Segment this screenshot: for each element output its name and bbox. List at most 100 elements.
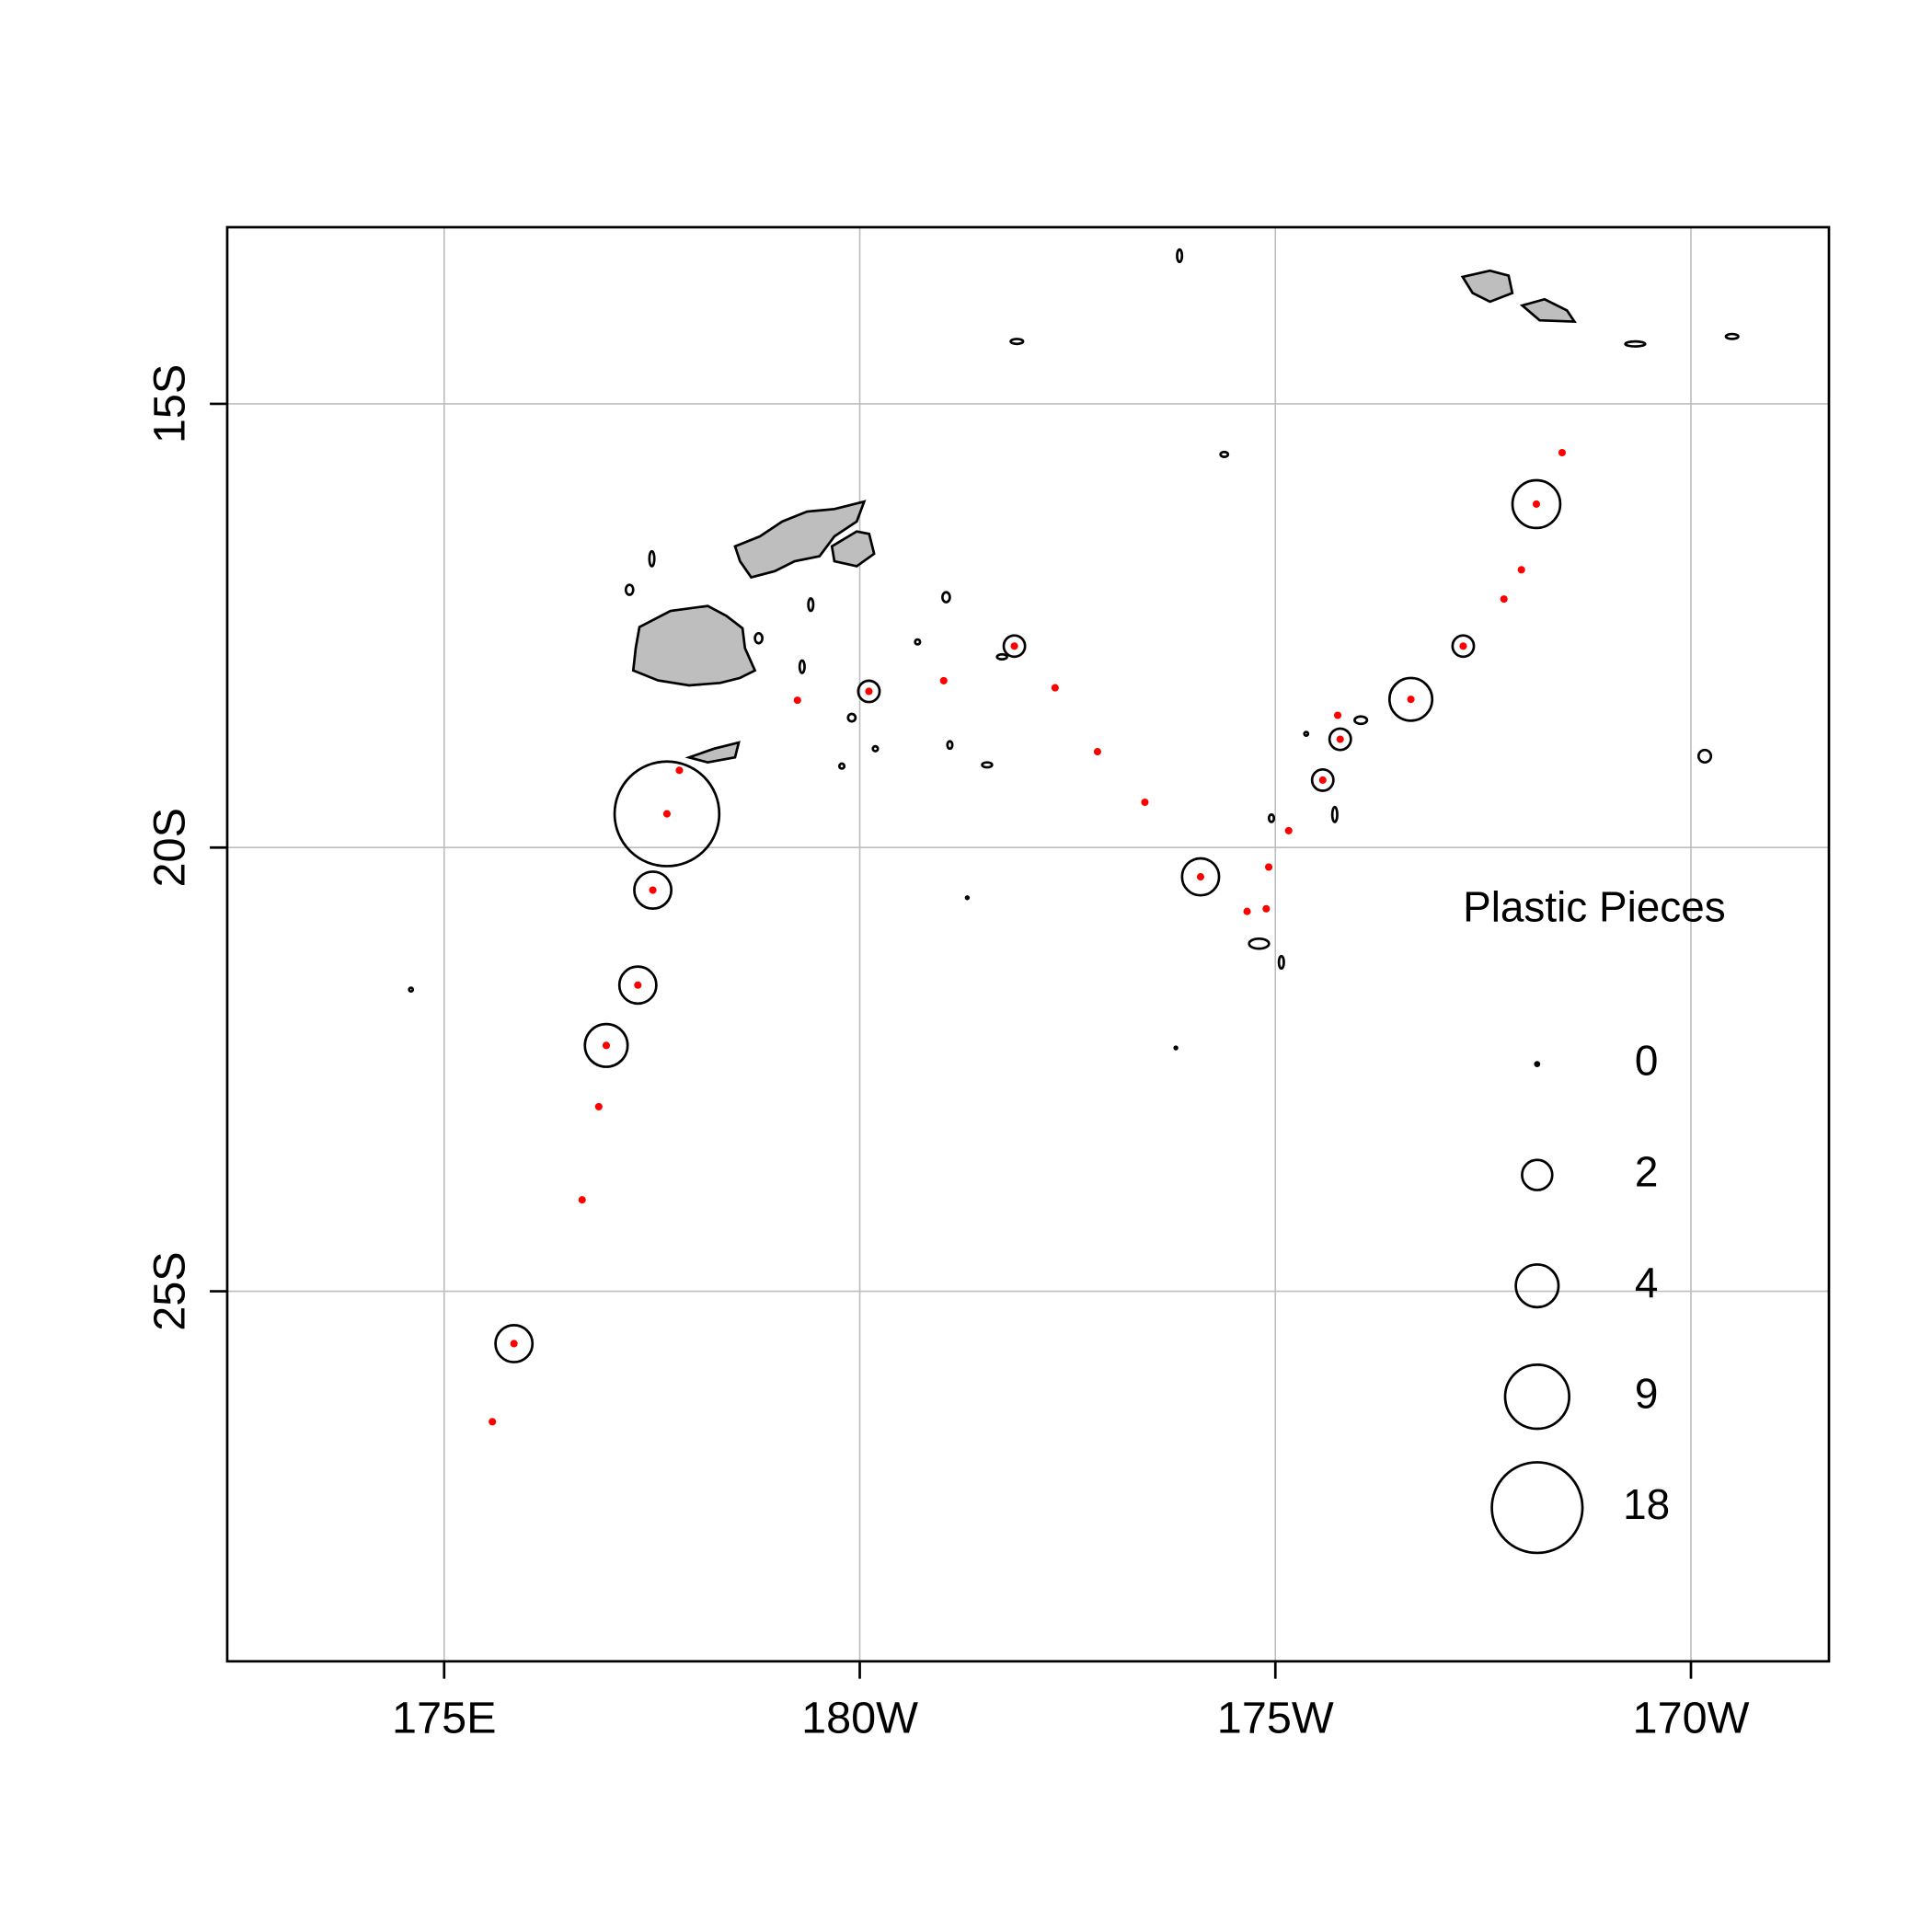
bubble bbox=[1002, 634, 1027, 659]
point bbox=[594, 1102, 603, 1110]
island bbox=[941, 591, 951, 604]
marks bbox=[489, 448, 1567, 1426]
point bbox=[1407, 696, 1415, 704]
island bbox=[830, 530, 876, 568]
point bbox=[489, 1418, 497, 1426]
bubble bbox=[1511, 478, 1562, 530]
islands bbox=[408, 247, 1740, 1051]
island bbox=[914, 638, 922, 646]
point bbox=[1243, 907, 1251, 915]
island bbox=[946, 740, 954, 751]
island bbox=[1724, 332, 1740, 340]
x-tick-label: 180W bbox=[801, 1693, 918, 1742]
point bbox=[1093, 748, 1101, 756]
bubble bbox=[613, 760, 721, 868]
point bbox=[1333, 711, 1342, 719]
legend: 0 2 4 9 18 bbox=[1490, 1037, 1670, 1555]
point bbox=[1264, 863, 1273, 871]
island bbox=[1303, 730, 1310, 737]
point bbox=[1558, 448, 1567, 457]
island bbox=[1519, 297, 1577, 323]
island bbox=[964, 895, 971, 901]
point bbox=[865, 687, 873, 696]
legend-bubble bbox=[1490, 1461, 1584, 1555]
bubble bbox=[1328, 727, 1352, 752]
point bbox=[1500, 595, 1508, 604]
point bbox=[510, 1340, 518, 1348]
x-tick-label: 175E bbox=[392, 1693, 496, 1742]
bubble bbox=[1387, 676, 1434, 722]
bubble bbox=[583, 1022, 629, 1068]
point bbox=[1010, 642, 1018, 650]
point bbox=[1336, 735, 1344, 743]
point bbox=[1459, 642, 1467, 650]
bubble bbox=[1310, 767, 1335, 792]
bubble bbox=[857, 679, 881, 704]
legend-bubble bbox=[1521, 1158, 1554, 1191]
island bbox=[684, 741, 741, 765]
bubble bbox=[617, 965, 658, 1006]
point bbox=[793, 696, 801, 705]
point bbox=[1318, 776, 1327, 784]
point bbox=[649, 886, 657, 894]
island bbox=[1219, 450, 1230, 459]
island bbox=[807, 597, 815, 613]
island bbox=[1176, 247, 1184, 264]
island bbox=[1353, 715, 1369, 726]
grid bbox=[226, 226, 1829, 1662]
point bbox=[1141, 798, 1149, 807]
island bbox=[1173, 1045, 1179, 1051]
island bbox=[981, 761, 994, 769]
island bbox=[648, 549, 656, 568]
island bbox=[408, 986, 415, 994]
island bbox=[871, 744, 880, 753]
legend-label: 2 bbox=[1635, 1147, 1659, 1195]
bubble bbox=[1451, 634, 1476, 659]
point bbox=[1532, 500, 1541, 508]
legend-label: 0 bbox=[1635, 1037, 1659, 1085]
island bbox=[1009, 338, 1025, 346]
x-tick-label: 170W bbox=[1633, 1693, 1750, 1742]
point bbox=[1262, 904, 1271, 913]
plot-frame bbox=[225, 225, 1831, 1663]
island bbox=[1248, 937, 1271, 950]
island bbox=[1624, 339, 1647, 348]
legend-bubble bbox=[1503, 1363, 1570, 1431]
island bbox=[798, 659, 806, 674]
island bbox=[995, 652, 1008, 661]
island bbox=[1267, 812, 1276, 823]
island bbox=[624, 583, 635, 596]
island bbox=[1277, 954, 1285, 971]
legend-label: 18 bbox=[1623, 1480, 1670, 1528]
point bbox=[1051, 684, 1059, 692]
point bbox=[602, 1041, 611, 1050]
legend-title: Plastic Pieces bbox=[1463, 882, 1726, 930]
legend-label: 4 bbox=[1635, 1259, 1659, 1306]
island bbox=[1330, 805, 1339, 823]
y-tick-label: 20S bbox=[144, 808, 194, 887]
point bbox=[634, 981, 642, 989]
point bbox=[1284, 826, 1293, 834]
island bbox=[753, 631, 765, 645]
point bbox=[1196, 873, 1205, 881]
island bbox=[1696, 748, 1713, 765]
bubble bbox=[1180, 857, 1221, 897]
island bbox=[1460, 269, 1514, 304]
bubble bbox=[633, 870, 673, 910]
island bbox=[846, 712, 857, 723]
point bbox=[675, 766, 684, 775]
point bbox=[578, 1196, 586, 1204]
point bbox=[1517, 566, 1525, 574]
island bbox=[837, 762, 846, 770]
legend-bubble bbox=[1534, 1061, 1541, 1067]
legend-label: 9 bbox=[1635, 1369, 1659, 1417]
point bbox=[939, 676, 948, 684]
legend-bubble bbox=[1514, 1263, 1560, 1309]
island bbox=[733, 500, 867, 580]
island bbox=[631, 604, 757, 687]
y-tick-label: 25S bbox=[144, 1251, 194, 1330]
bubble bbox=[494, 1324, 535, 1363]
y-tick-label: 15S bbox=[144, 364, 194, 443]
